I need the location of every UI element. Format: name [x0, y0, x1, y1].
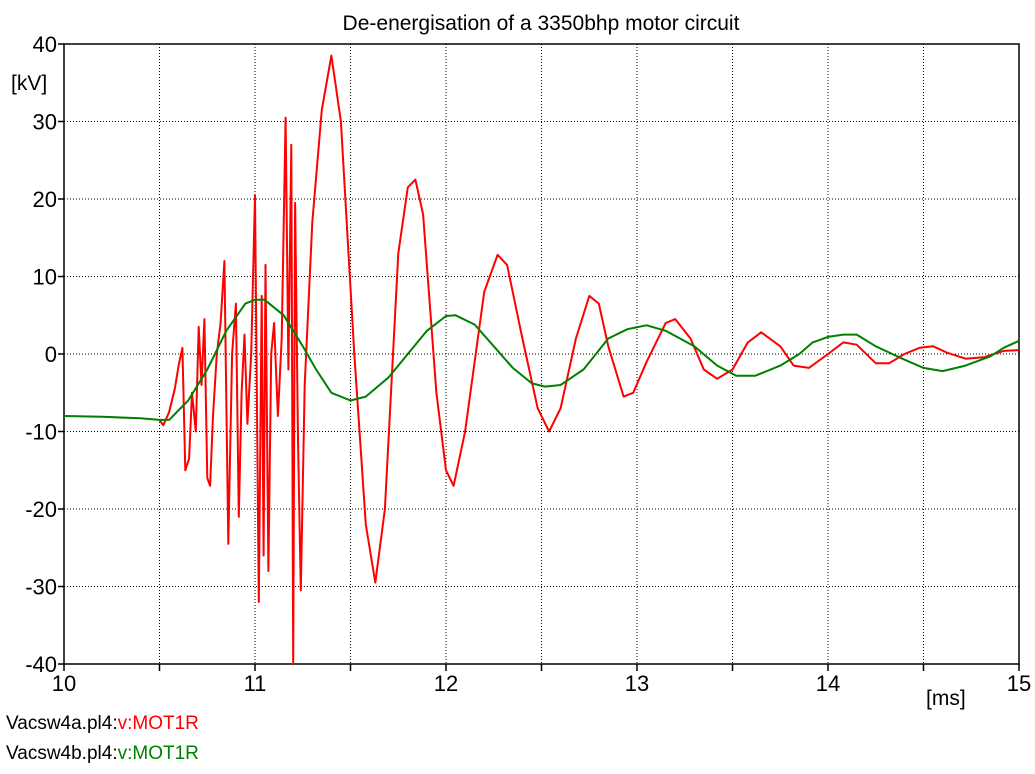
legend-entry-1: Vacsw4a.pl4:v:MOT1R [6, 713, 199, 735]
y-tick-label: -20 [25, 497, 57, 522]
y-tick-label: -10 [25, 420, 57, 445]
y-tick-label: -40 [25, 652, 57, 677]
y-tick-label: 20 [33, 187, 57, 212]
x-tick-label: 12 [434, 671, 458, 696]
x-tick-label: 10 [52, 671, 76, 696]
series-lines [63, 54, 1020, 665]
y-tick-label: 10 [33, 265, 57, 290]
series-line-1 [158, 54, 1020, 665]
chart-title: De-energisation of a 3350bhp motor circu… [343, 12, 740, 35]
x-tick-label: 13 [625, 671, 649, 696]
x-axis-label: [ms] [926, 687, 966, 710]
legend-1-file: Vacsw4a.pl4: [6, 713, 118, 734]
axis-ticks: 10 11 12 13 14 15 -40 -30 -20 -10 0 10 20 30 40 [25, 32, 1031, 696]
x-tick-label: 11 [244, 671, 267, 696]
gridlines [64, 44, 1019, 664]
legend-entry-2: Vacsw4b.pl4:v:MOT1R [6, 743, 199, 765]
legend-1-variable: v:MOT1R [117, 713, 199, 734]
y-tick-label: -30 [25, 575, 57, 600]
x-tick-label: 15 [1007, 671, 1031, 696]
y-tick-label: 0 [45, 342, 57, 367]
y-axis-label: [kV] [11, 72, 47, 95]
y-tick-label: 40 [33, 32, 57, 57]
series-line-2 [63, 298, 1020, 421]
x-tick-label: 14 [816, 671, 840, 696]
legend-2-file: Vacsw4b.pl4: [6, 743, 118, 764]
y-tick-label: 30 [33, 110, 57, 135]
legend-2-variable: v:MOT1R [117, 743, 199, 764]
